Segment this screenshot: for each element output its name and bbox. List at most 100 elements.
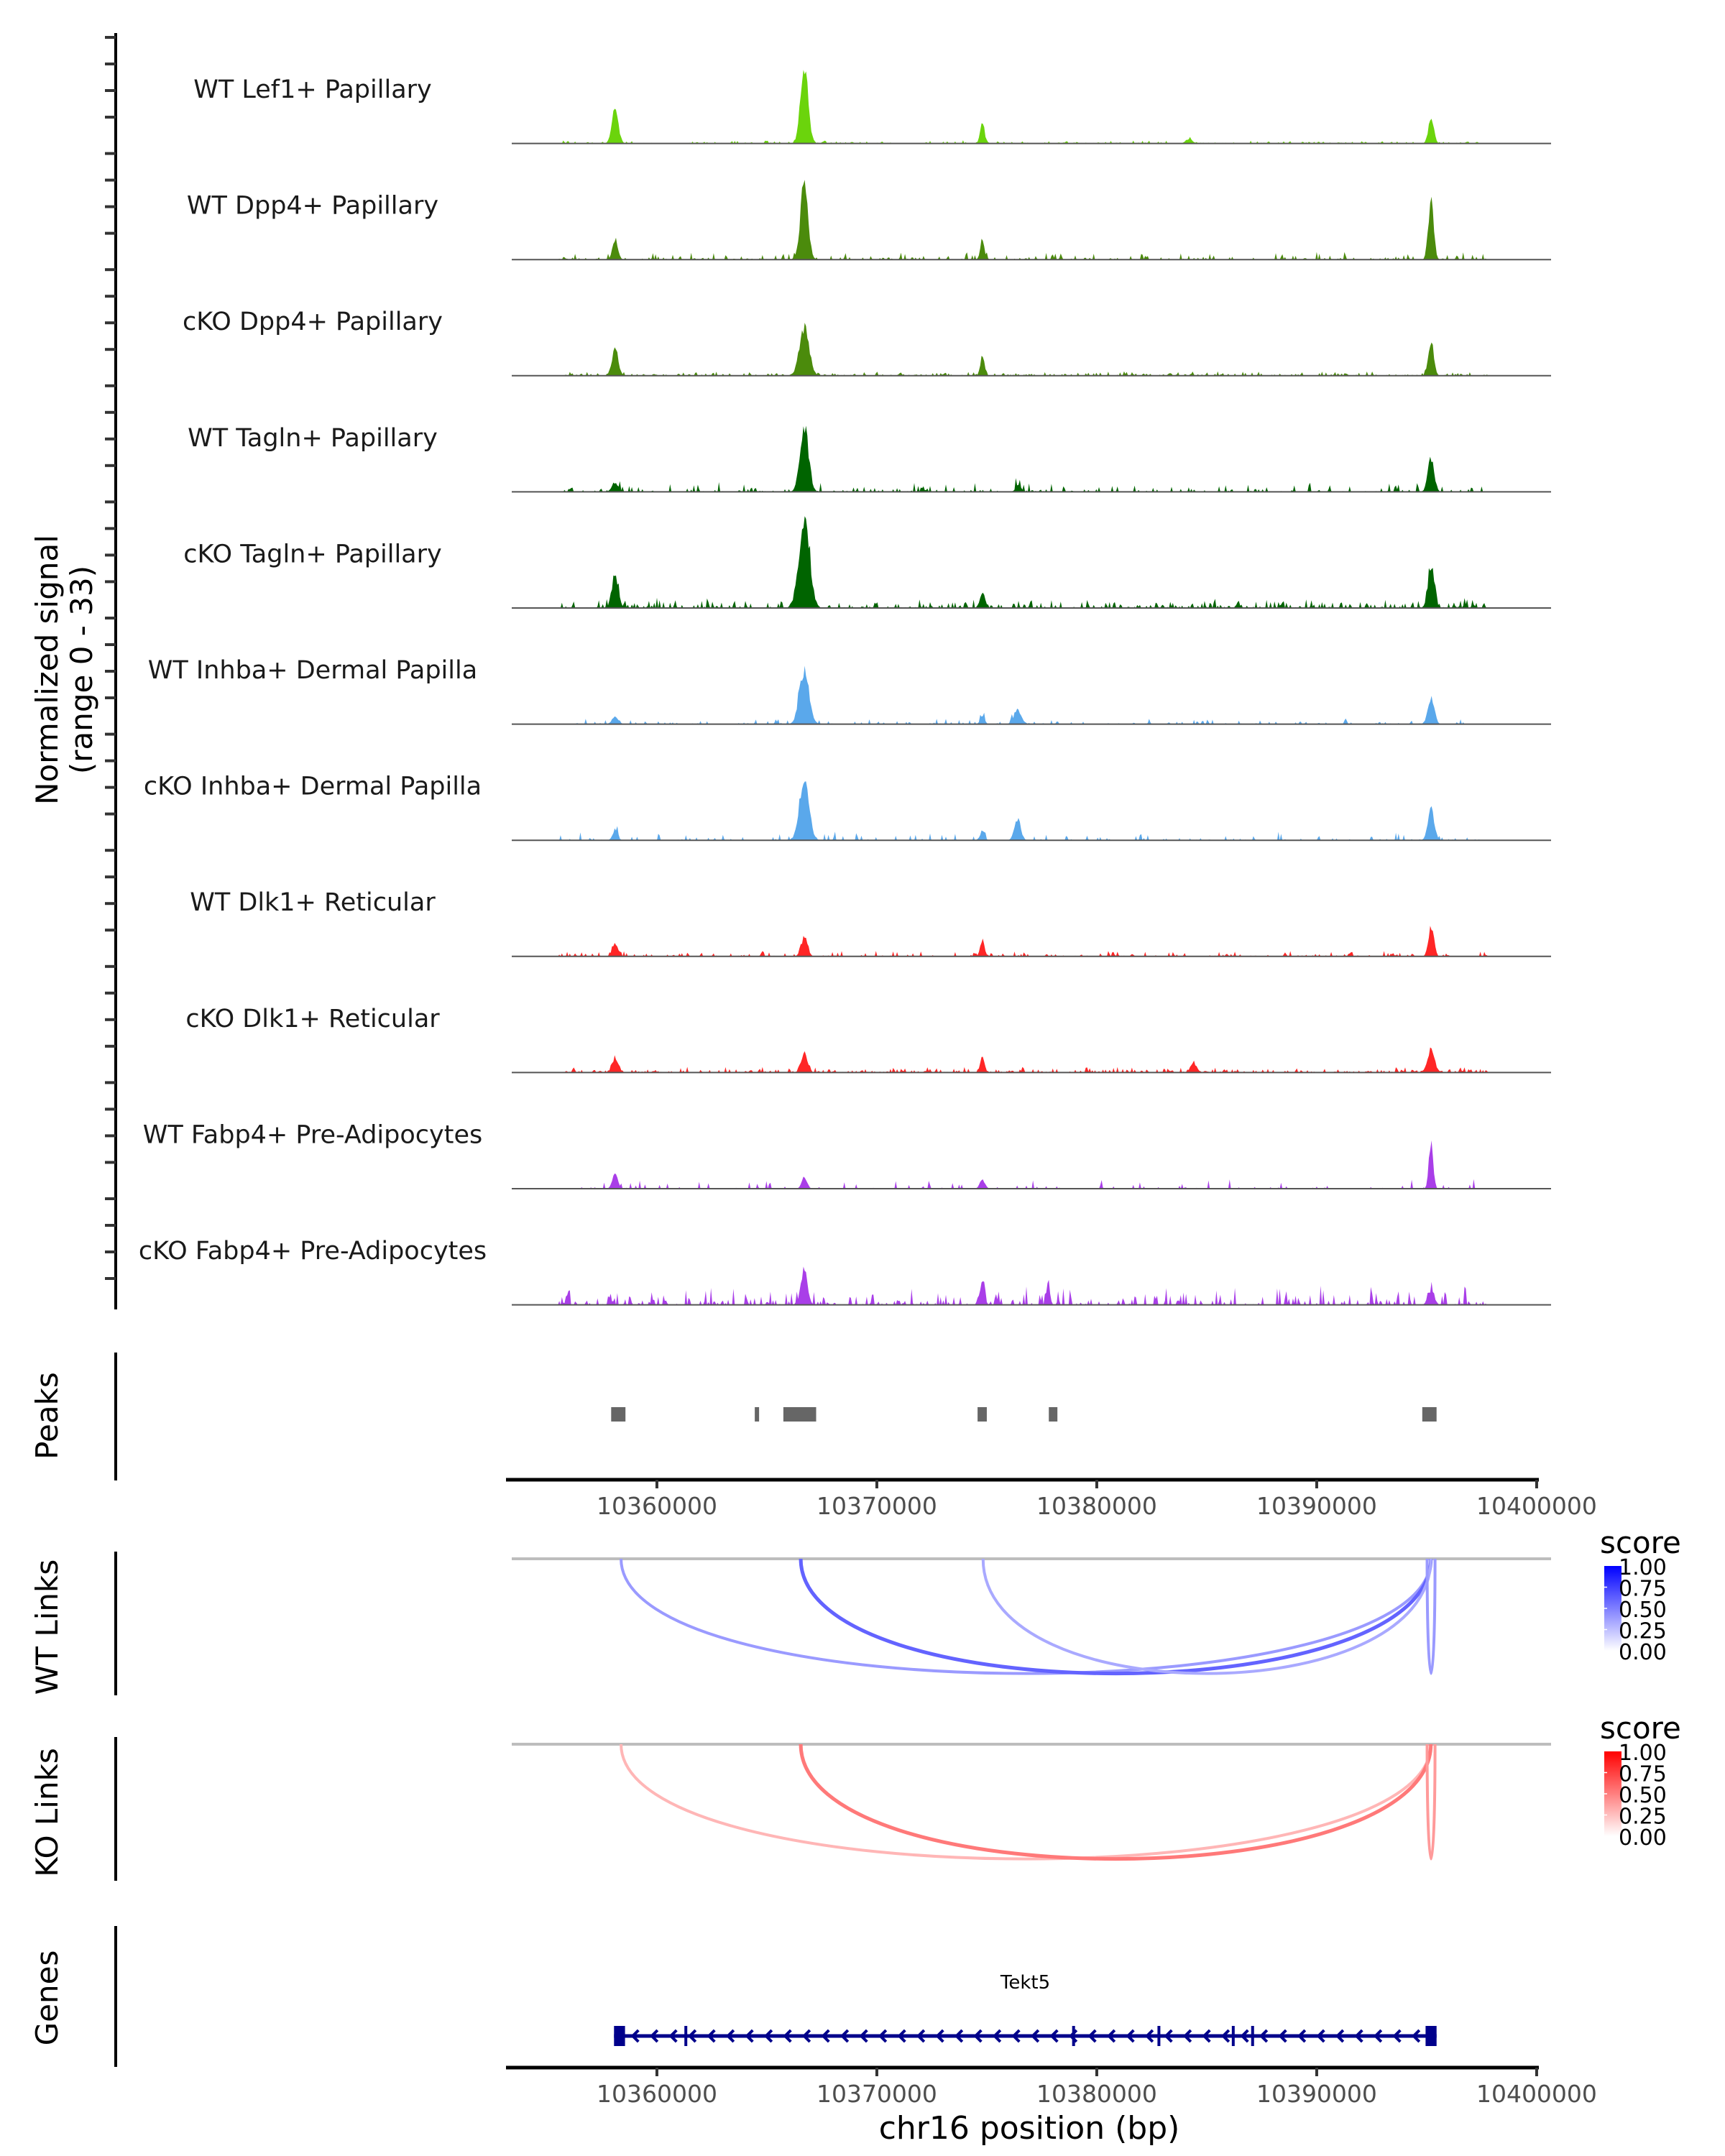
coverage-area: [512, 781, 1539, 841]
track-label: cKO Inhba+ Dermal Papilla: [144, 773, 482, 801]
strand-arrow: [1297, 2029, 1307, 2043]
coverage-area: [512, 323, 1539, 376]
gene-exon: [1231, 2026, 1235, 2046]
strand-arrow: [1182, 2029, 1192, 2043]
coverage-track: WT Fabp4+ Pre-Adipocytes: [143, 1120, 1551, 1189]
strand-arrow: [1087, 2029, 1097, 2043]
x-tick-label: 10380000: [1036, 1492, 1157, 1520]
peak-regions: [611, 1407, 1437, 1422]
gene-name: Tekt5: [1000, 1972, 1050, 1994]
coverage-area: [512, 1047, 1539, 1073]
coverage-track: cKO Inhba+ Dermal Papilla: [144, 773, 1551, 842]
strand-arrow: [878, 2029, 888, 2043]
peak-region: [1422, 1407, 1437, 1422]
strand-arrow: [1126, 2029, 1135, 2043]
coverage-track: WT Dpp4+ Papillary: [187, 180, 1551, 261]
track-label: cKO Dpp4+ Papillary: [183, 308, 443, 336]
x-tick-label: 10390000: [1256, 2080, 1377, 2108]
strand-arrow: [1373, 2029, 1383, 2043]
legend-tick-label: 0.50: [1619, 1783, 1667, 1808]
strand-arrow: [916, 2029, 926, 2043]
strand-arrow: [1220, 2029, 1230, 2043]
strand-arrow: [954, 2029, 964, 2043]
coverage-track: WT Tagln+ Papillary: [188, 424, 1551, 493]
link-arc: [799, 1743, 1433, 1861]
x-tick-label: 10360000: [597, 1492, 717, 1520]
coverage-area: [512, 70, 1539, 144]
coverage-axis-ticks: [105, 36, 116, 1280]
strand-arrow: [1240, 2029, 1249, 2043]
coverage-ylabel-line1: Normalized signal: [29, 535, 65, 805]
coverage-track: WT Lef1+ Papillary: [193, 70, 1551, 144]
strand-arrow: [973, 2029, 983, 2043]
coverage-track: WT Inhba+ Dermal Papilla: [148, 656, 1551, 725]
legend-tick-label: 0.00: [1619, 1825, 1667, 1851]
strand-arrow: [1011, 2029, 1021, 2043]
strand-arrow: [992, 2029, 1002, 2043]
gene-models: Tekt5: [614, 1972, 1437, 2046]
strand-arrow: [821, 2029, 830, 2043]
legend-title: score: [1600, 1710, 1681, 1746]
gene-exon: [614, 2026, 625, 2046]
strand-arrow: [935, 2029, 944, 2043]
strand-arrow: [801, 2029, 811, 2043]
peak-region: [611, 1407, 626, 1422]
track-label: WT Lef1+ Papillary: [193, 75, 432, 104]
track-label: WT Dpp4+ Papillary: [187, 192, 438, 221]
strand-arrow: [1106, 2029, 1116, 2043]
x-tick-label: 10370000: [816, 1492, 937, 1520]
coverage-y-axis: Normalized signal (range 0 - 33): [29, 33, 117, 1309]
track-label: WT Tagln+ Papillary: [188, 424, 438, 453]
track-label: cKO Dlk1+ Reticular: [185, 1005, 440, 1033]
gene-exon: [1251, 2026, 1254, 2046]
legend-tick-label: 0.50: [1619, 1598, 1667, 1623]
strand-arrow: [668, 2029, 678, 2043]
strand-arrow: [1278, 2029, 1287, 2043]
link-arc: [620, 1743, 1432, 1861]
coverage-area: [512, 926, 1539, 957]
strand-arrow: [707, 2029, 716, 2043]
legend-tick-label: 0.75: [1619, 1762, 1667, 1787]
links-label: WT Links: [29, 1560, 65, 1695]
coverage-track: cKO Dpp4+ Papillary: [183, 308, 1551, 377]
strand-arrow: [1030, 2029, 1040, 2043]
strand-arrow: [1411, 2029, 1421, 2043]
legend-tick-label: 0.25: [1619, 1805, 1667, 1830]
strand-arrow: [725, 2029, 735, 2043]
strand-arrow: [897, 2029, 906, 2043]
strand-arrow: [649, 2029, 659, 2043]
peaks-label: Peaks: [29, 1372, 65, 1460]
x-axis-bottom: 10360000 10370000 10380000 10390000 10400000: [506, 2065, 1597, 2108]
genes-track: Genes Tekt5: [29, 1926, 1437, 2067]
x-tick-label: 10370000: [816, 2080, 937, 2108]
track-label: WT Inhba+ Dermal Papilla: [148, 656, 477, 685]
x-tick-label: 10400000: [1476, 2080, 1597, 2108]
strand-arrow: [1144, 2029, 1154, 2043]
gene-exon: [1157, 2026, 1161, 2046]
strand-arrow: [630, 2029, 640, 2043]
coverage-area: [512, 425, 1539, 492]
track-label: cKO Fabp4+ Pre-Adipocytes: [139, 1237, 487, 1266]
gene-exon: [1425, 2026, 1437, 2046]
track-label: WT Fabp4+ Pre-Adipocytes: [143, 1120, 482, 1149]
x-tick-label: 10360000: [597, 2080, 717, 2108]
strand-arrow: [687, 2029, 697, 2043]
x-tick-label: 10390000: [1256, 1492, 1377, 1520]
strand-arrow: [1049, 2029, 1059, 2043]
strand-arrow: [840, 2029, 850, 2043]
x-axis-top: 10360000 10370000 10380000 10390000 10400000: [506, 1478, 1597, 1520]
link-arc: [981, 1558, 1432, 1675]
peak-region: [783, 1407, 816, 1422]
track-label: cKO Tagln+ Papillary: [183, 540, 442, 568]
x-tick-label: 10400000: [1476, 1492, 1597, 1520]
peaks-track: Peaks: [29, 1353, 1437, 1480]
track-label: WT Dlk1+ Reticular: [190, 888, 436, 917]
coverage-area: [512, 180, 1539, 260]
x-axis-title: chr16 position (bp): [879, 2110, 1180, 2147]
coverage-area: [512, 1266, 1539, 1305]
strand-arrow: [1259, 2029, 1269, 2043]
legend-tick-label: 1.00: [1619, 1741, 1667, 1766]
